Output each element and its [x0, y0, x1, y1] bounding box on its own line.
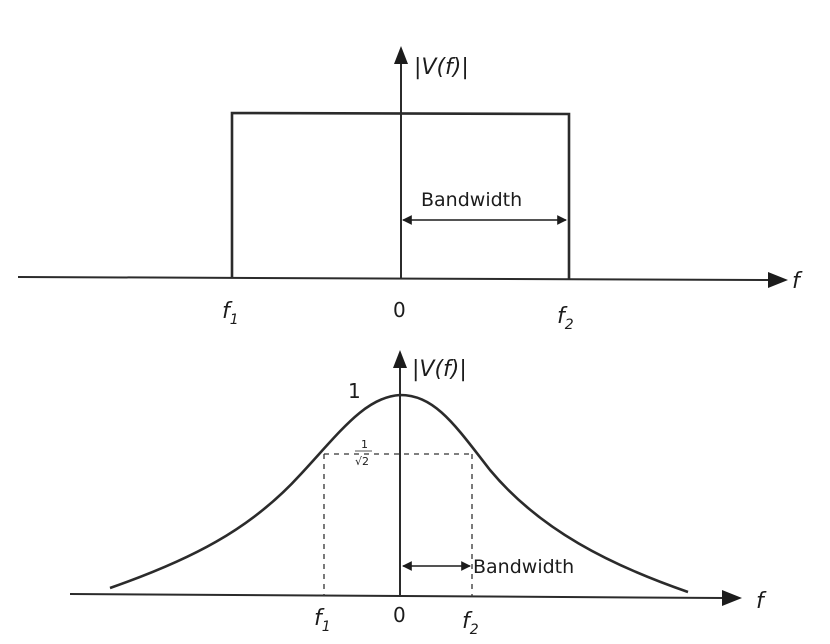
- svg-text:1: 1: [361, 438, 368, 451]
- bottom-y-axis-arrow: [393, 350, 407, 368]
- bottom-bell-curve: [109, 393, 689, 594]
- top-panel: |V(f)| f Bandwidth f1 0 f2: [17, 46, 803, 333]
- top-origin-label: 0: [393, 298, 406, 322]
- bottom-panel: |V(f)| f 1 1 √2 Bandwidth f1 0 f2: [69, 350, 767, 638]
- bottom-peak-label: 1: [348, 379, 361, 403]
- bottom-right-edge-label: f2: [462, 609, 479, 638]
- top-left-edge-label: f1: [222, 299, 239, 328]
- svg-text:√2: √2: [355, 455, 369, 468]
- bottom-x-axis-label: f: [756, 589, 767, 614]
- bottom-x-axis: [69, 593, 725, 599]
- bottom-origin-label: 0: [393, 603, 406, 627]
- top-x-axis-arrow: [768, 272, 788, 288]
- top-bandwidth-label: Bandwidth: [421, 189, 522, 211]
- top-right-edge-label: f2: [557, 304, 574, 333]
- bottom-left-edge-label: f1: [314, 606, 331, 635]
- top-x-axis: [17, 276, 773, 281]
- top-y-axis-label: |V(f)|: [414, 55, 469, 80]
- bottom-x-axis-arrow: [722, 590, 742, 606]
- top-rect-spectrum: [230, 111, 571, 280]
- bottom-y-axis-label: |V(f)|: [412, 357, 467, 382]
- bottom-bandwidth-label: Bandwidth: [473, 556, 574, 578]
- bottom-cutoff-label: 1 √2: [355, 438, 372, 468]
- top-y-axis-arrow: [394, 46, 408, 64]
- top-x-axis-label: f: [792, 269, 803, 294]
